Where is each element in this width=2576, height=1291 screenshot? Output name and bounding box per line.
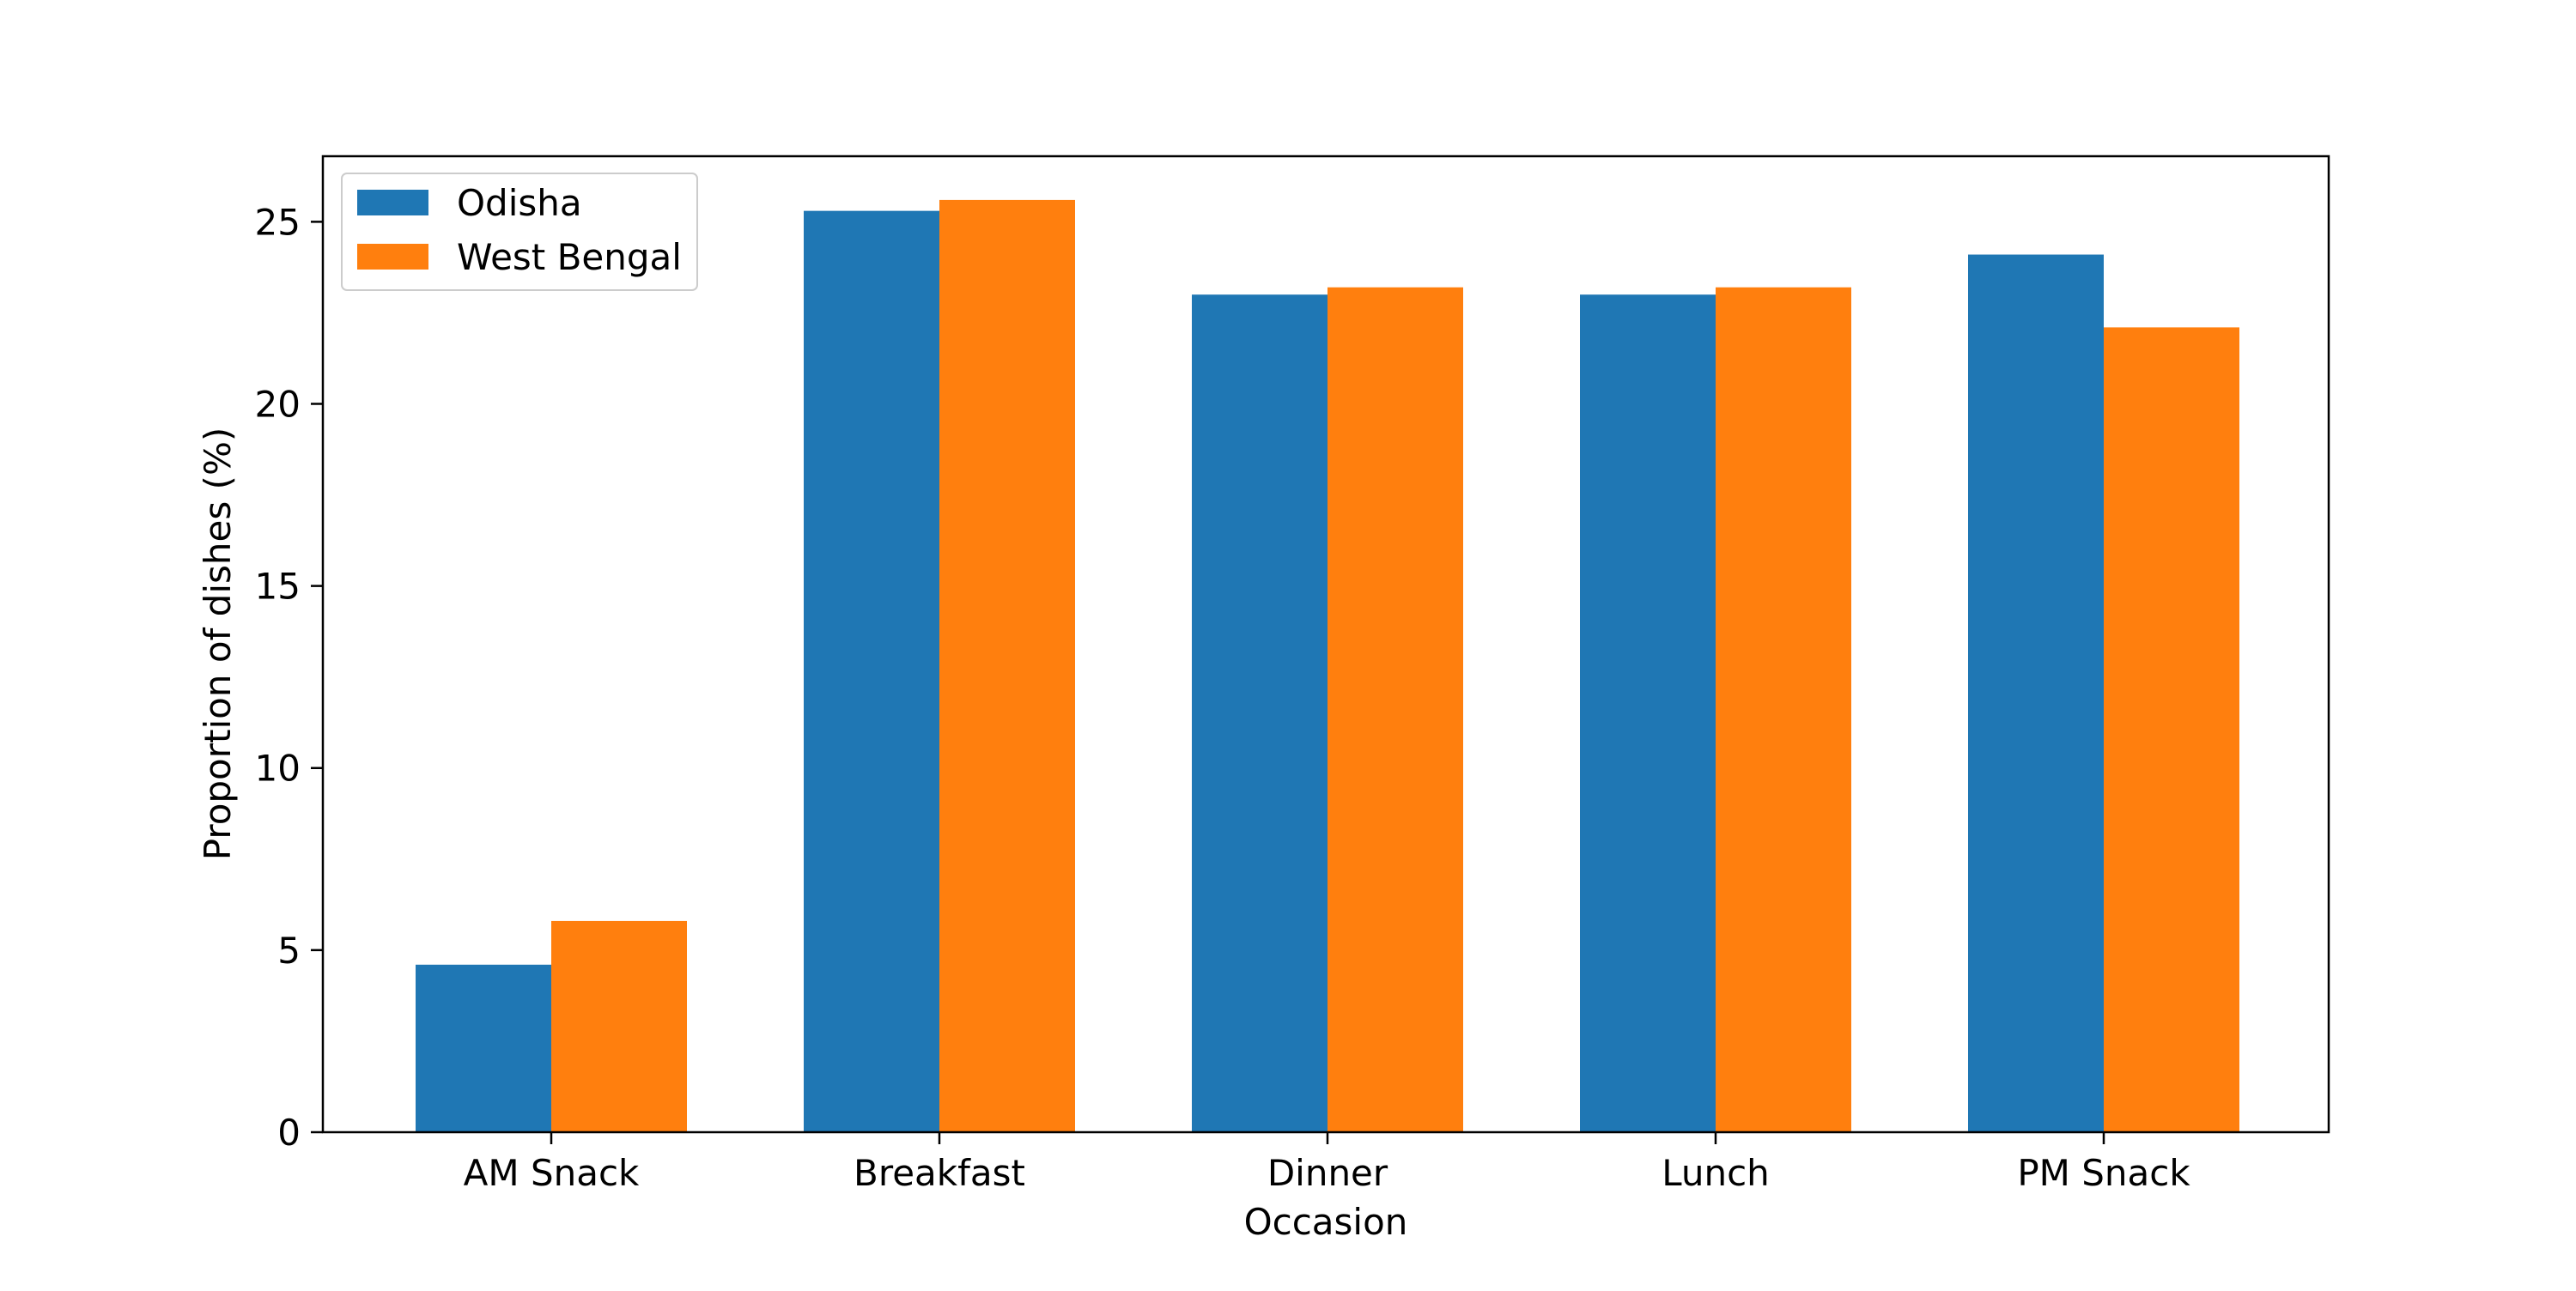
bar-west-bengal-breakfast bbox=[939, 199, 1075, 1133]
bar-odisha-dinner bbox=[1192, 294, 1327, 1132]
bar-west-bengal-am-snack bbox=[551, 920, 687, 1132]
y-tick-label-20: 20 bbox=[255, 383, 301, 425]
y-tick-label-0: 0 bbox=[277, 1112, 301, 1154]
y-tick-label-5: 5 bbox=[277, 930, 301, 972]
y-tick-label-15: 15 bbox=[255, 566, 301, 608]
legend-label-odisha: Odisha bbox=[457, 182, 582, 224]
legend-swatch-odisha bbox=[357, 190, 428, 215]
x-tick-label-pm-snack: PM Snack bbox=[2017, 1152, 2190, 1194]
bar-odisha-am-snack bbox=[416, 964, 551, 1132]
bar-west-bengal-dinner bbox=[1327, 287, 1463, 1133]
legend-box bbox=[341, 173, 698, 291]
plot-frame bbox=[321, 155, 2330, 1134]
x-axis-title: Occasion bbox=[1244, 1201, 1408, 1243]
legend-swatch-west-bengal bbox=[357, 244, 428, 270]
y-axis-title: Proportion of dishes (%) bbox=[197, 427, 239, 860]
x-tick-label-dinner: Dinner bbox=[1267, 1152, 1388, 1194]
x-tick-label-lunch: Lunch bbox=[1662, 1152, 1770, 1194]
x-axis: AM Snack Breakfast Dinner Lunch PM Snack bbox=[464, 1132, 2190, 1194]
bar-west-bengal-pm-snack bbox=[2104, 327, 2239, 1132]
x-tick-label-breakfast: Breakfast bbox=[854, 1152, 1025, 1194]
legend-label-west-bengal: West Bengal bbox=[457, 236, 682, 278]
bar-odisha-lunch bbox=[1580, 294, 1716, 1132]
bars-layer bbox=[416, 199, 2239, 1133]
y-tick-label-10: 10 bbox=[255, 748, 301, 790]
x-tick-label-am-snack: AM Snack bbox=[464, 1152, 640, 1194]
bar-west-bengal-lunch bbox=[1716, 287, 1851, 1133]
y-tick-label-25: 25 bbox=[255, 201, 301, 243]
legend: Odisha West Bengal bbox=[341, 173, 698, 291]
y-axis: 0 5 10 15 20 25 bbox=[255, 201, 323, 1154]
bar-odisha-breakfast bbox=[804, 210, 939, 1132]
bar-odisha-pm-snack bbox=[1968, 254, 2104, 1133]
